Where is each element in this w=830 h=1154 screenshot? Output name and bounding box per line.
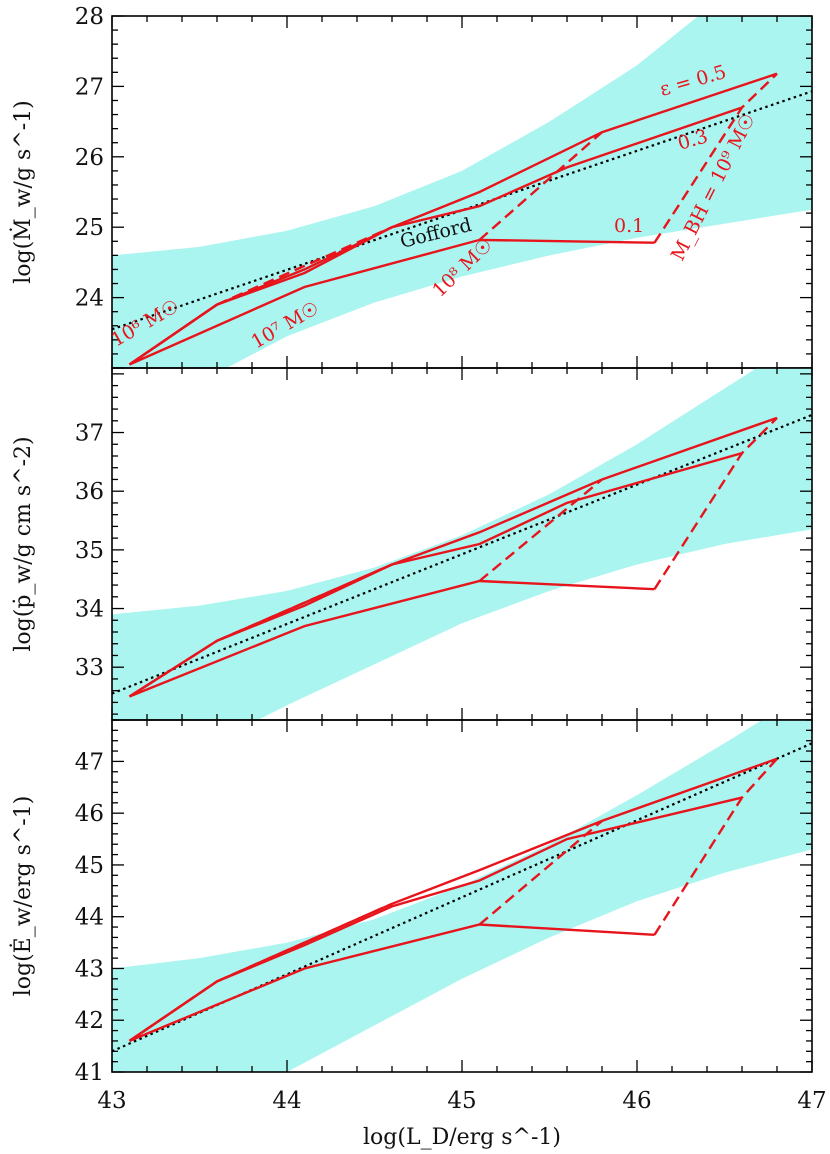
y-tick-label: 26 [75, 145, 104, 171]
y-tick-label: 46 [75, 801, 104, 827]
label-eps-01: 0.1 [614, 215, 644, 237]
panel-momentum: 33 34 35 36 37 [75, 367, 813, 721]
plot-area [112, 368, 812, 720]
y-tick-label: 35 [75, 538, 104, 564]
mass-track-line [478, 131, 603, 241]
y-tick-label: 27 [75, 74, 104, 100]
x-tick-label: 46 [622, 1088, 651, 1114]
y-axis-label-middle: log(ṗ_w/g cm s^-2) [11, 436, 36, 651]
y-axis-label-top: log(Ṁ_w/g s^-1) [9, 100, 36, 284]
mass-track-line [478, 478, 603, 582]
efficiency-track-line [128, 451, 743, 698]
y-tick-label: 33 [75, 655, 104, 681]
plot-area [112, 16, 812, 368]
x-tick-label: 47 [797, 1088, 826, 1114]
efficiency-track-line [129, 238, 655, 366]
y-tick-label: 41 [75, 1060, 104, 1086]
efficiency-track-line [129, 579, 655, 698]
y-tick-label: 44 [75, 905, 104, 931]
x-axis-label: log(L_D/erg s^-1) [363, 1125, 561, 1150]
efficiency-track-line [129, 923, 655, 1043]
x-tick-label: 43 [97, 1088, 126, 1114]
y-tick-label: 34 [75, 597, 104, 623]
y-tick-label: 24 [75, 286, 104, 312]
y-tick-label: 25 [75, 215, 104, 241]
efficiency-track-line [128, 796, 743, 1042]
panel-mass-outflow: 24 25 26 27 28 [75, 4, 813, 369]
x-tick-label: 44 [272, 1088, 301, 1114]
y-tick-label: 42 [75, 1008, 104, 1034]
y-tick-label: 37 [75, 421, 104, 447]
mass-track-line [478, 819, 603, 926]
y-tick-label: 28 [75, 4, 104, 30]
y-tick-label: 47 [75, 749, 104, 775]
plot-area [112, 720, 812, 1072]
scatter-band [112, 720, 812, 1072]
x-tick-label: 45 [447, 1088, 476, 1114]
efficiency-track-line [128, 106, 743, 366]
y-axis-label-bottom: log(Ė_w/erg s^-1) [9, 796, 36, 997]
y-tick-label: 36 [75, 479, 104, 505]
y-tick-label: 45 [75, 853, 104, 879]
panel-energy: 41 42 43 44 45 46 47 [75, 719, 813, 1086]
y-tick-label: 43 [75, 956, 104, 982]
